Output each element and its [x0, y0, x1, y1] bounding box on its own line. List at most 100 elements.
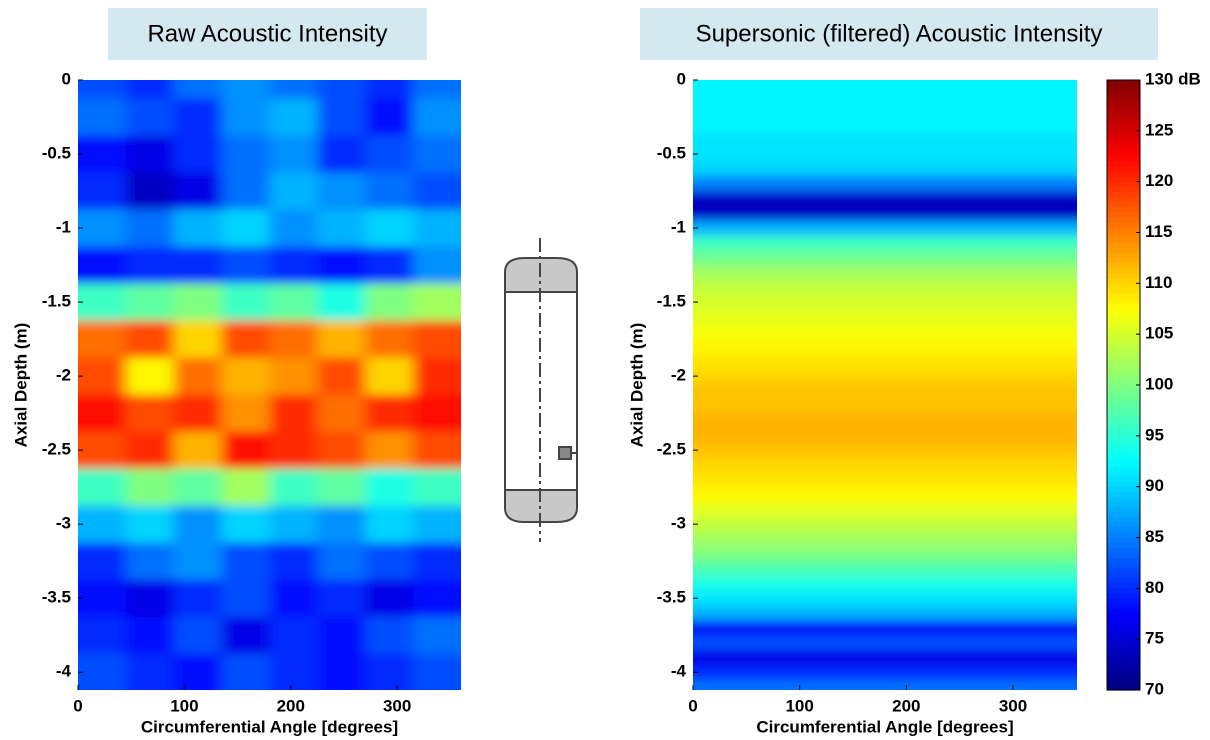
colorbar-swatch: [1107, 237, 1140, 244]
heatmap-cell: [693, 413, 1077, 429]
colorbar-swatch: [1107, 191, 1140, 198]
heatmap-cell: [173, 653, 223, 690]
title-box: [108, 8, 427, 60]
heatmap-cell: [221, 357, 270, 396]
heatmap-cell: [78, 209, 127, 248]
colorbar-swatch: [1107, 303, 1140, 310]
heatmap-cell: [173, 616, 223, 655]
colorbar-tick-label: 100: [1145, 374, 1173, 393]
heatmap-cell: [221, 653, 270, 690]
colorbar-swatch: [1107, 374, 1140, 381]
colorbar-swatch: [1107, 491, 1140, 498]
colorbar-swatch: [1107, 512, 1140, 518]
heatmap-cell: [269, 394, 318, 433]
heatmap-cells: [78, 80, 461, 690]
colorbar-swatch: [1107, 349, 1140, 356]
heatmap-cell: [693, 516, 1077, 533]
heatmap-cell: [693, 309, 1077, 325]
colorbar-tick-label: 85: [1145, 527, 1164, 546]
colorbar-swatch: [1107, 583, 1140, 589]
heatmap-cell: [221, 542, 270, 581]
heatmap-cell: [269, 505, 318, 544]
colorbar-swatch: [1107, 283, 1140, 290]
colorbar-swatch: [1107, 217, 1140, 223]
heatmap-cell: [693, 487, 1077, 503]
colorbar-tick-label: 95: [1145, 425, 1164, 444]
heatmap-cell: [125, 394, 175, 433]
heatmap-cell: [693, 220, 1077, 236]
colorbar-swatch: [1107, 603, 1140, 610]
colorbar-swatch: [1107, 95, 1140, 101]
heatmap-cell: [693, 117, 1077, 133]
y-tick-label: 0: [677, 69, 686, 88]
heatmap-cell: [365, 653, 414, 690]
heatmap-cell: [693, 575, 1077, 592]
y-tick-label: -2: [56, 366, 71, 385]
heatmap-cell: [365, 542, 414, 581]
heatmap-cell: [365, 135, 414, 174]
heatmap-cell: [413, 357, 461, 396]
colorbar-swatch: [1107, 517, 1140, 523]
heatmap-cell: [221, 98, 270, 137]
colorbar-swatch: [1107, 242, 1140, 249]
heatmap-cell: [125, 135, 175, 174]
heatmap-cell: [413, 431, 461, 470]
colorbar-swatch: [1107, 461, 1140, 467]
colorbar-swatch: [1107, 181, 1140, 188]
heatmap-cell: [693, 146, 1077, 162]
colorbar-swatch: [1107, 369, 1140, 376]
heatmap-cell: [693, 294, 1077, 310]
colorbar-swatch: [1107, 125, 1140, 132]
heatmap-cell: [693, 353, 1077, 370]
heatmap-cell: [221, 135, 270, 174]
heatmap-cell: [693, 279, 1077, 296]
heatmap-cell: [317, 98, 366, 137]
heatmap-cell: [317, 357, 366, 396]
colorbar-swatch: [1107, 496, 1140, 503]
heatmap-cell: [365, 616, 414, 655]
colorbar-swatch: [1107, 186, 1140, 193]
heatmap-cell: [78, 135, 127, 174]
colorbar-swatch: [1107, 288, 1140, 295]
colorbar-swatch: [1107, 415, 1140, 422]
heatmap-cell: [78, 542, 127, 581]
heatmap-area: [693, 80, 1077, 690]
colorbar-swatch: [1107, 669, 1140, 676]
heatmap-cell: [78, 320, 127, 359]
heatmap-cell: [693, 620, 1077, 636]
colorbar-swatch: [1107, 100, 1140, 107]
heatmap-cell: [221, 80, 270, 100]
colorbar-tick-label: 115: [1145, 222, 1172, 241]
heatmap-cell: [693, 265, 1077, 281]
vessel-diagram: [504, 238, 578, 542]
heatmap-cell: [269, 616, 318, 655]
colorbar-swatch: [1107, 435, 1140, 442]
heatmap-cell: [78, 357, 127, 396]
colorbar-swatch: [1107, 146, 1140, 152]
heatmap-cell: [693, 131, 1077, 148]
heatmap-cell: [693, 472, 1077, 488]
colorbar-swatch: [1107, 364, 1140, 371]
heatmap-cell: [78, 579, 127, 618]
colorbar-swatch: [1107, 130, 1140, 137]
colorbar-swatch: [1107, 80, 1140, 86]
y-tick-label: -3.5: [657, 588, 686, 607]
x-tick-label: 200: [277, 696, 305, 715]
heatmap-cell: [269, 80, 318, 100]
colorbar-swatch: [1107, 390, 1140, 396]
colorbar-swatch: [1107, 247, 1140, 254]
colorbar-swatch: [1107, 410, 1140, 417]
y-tick-label: -1: [671, 218, 686, 237]
heatmap-cell: [693, 457, 1077, 473]
colorbar-swatch: [1107, 466, 1140, 473]
colorbar-swatch: [1107, 344, 1140, 351]
colorbar-swatch: [1107, 547, 1140, 554]
colorbar-swatch: [1107, 649, 1140, 656]
heatmap-cell: [221, 505, 270, 544]
colorbar-tick-label: 90: [1145, 476, 1164, 495]
colorbar-swatch: [1107, 527, 1140, 534]
heatmap-cell: [693, 383, 1077, 399]
heatmap-cell: [693, 102, 1077, 118]
colorbar-swatch: [1107, 334, 1140, 340]
colorbar-swatch: [1107, 252, 1140, 259]
